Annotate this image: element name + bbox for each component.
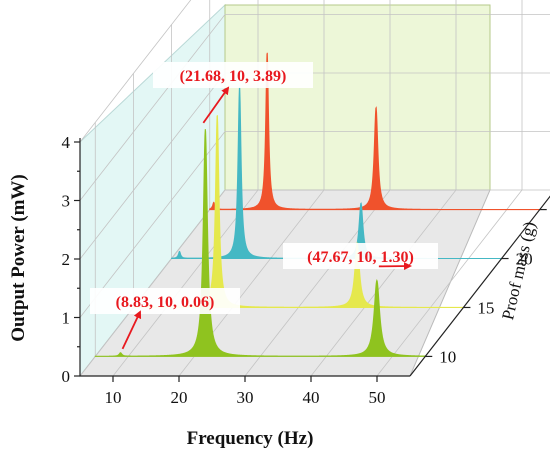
grid-line-z: [79, 131, 550, 318]
grid-line-z: [79, 14, 550, 201]
annotations-layer: (21.68, 10, 3.89) (47.67, 10, 1.30) (8.83,…: [90, 62, 438, 350]
annotation-label: (21.68, 10, 3.89): [180, 68, 287, 85]
x-tick-label: 40: [303, 388, 320, 407]
y-tick-label: 10: [439, 347, 456, 366]
annotation-box: [153, 62, 313, 88]
y-tick-label: 15: [477, 298, 494, 317]
z-tick-label: 2: [62, 250, 71, 269]
x-tick-label: 50: [369, 388, 386, 407]
x-tick-label: 20: [171, 388, 188, 407]
annotation-label: (47.67, 10, 1.30): [307, 249, 414, 266]
z-tick-label: 4: [62, 133, 71, 152]
annotation-arrow: [202, 86, 230, 124]
x-axis-title: Frequency (Hz): [187, 428, 314, 449]
z-tick-label: 1: [62, 309, 71, 328]
y-tick-label: 20: [516, 250, 533, 269]
z-tick-label: 0: [62, 367, 71, 386]
z-tick-label: 3: [62, 192, 71, 211]
series-area-10: [94, 129, 426, 357]
annotation-box: [90, 288, 240, 314]
series-area-25: [209, 52, 541, 211]
x-tick-label: 10: [105, 388, 122, 407]
z-axis-title: Output Power (mW): [8, 174, 29, 341]
axes-layer: 01234102030405010152025: [62, 133, 550, 407]
y-axis-line: [409, 195, 550, 377]
y-axis-title: Proof mass (g): [498, 220, 539, 322]
x-tick-label: 30: [237, 388, 254, 407]
grid-line-z: [79, 0, 192, 143]
annotation-label: (8.83, 10, 0.06): [116, 294, 215, 311]
annotation-arrow: [121, 310, 142, 350]
annotation-box: [283, 243, 438, 269]
